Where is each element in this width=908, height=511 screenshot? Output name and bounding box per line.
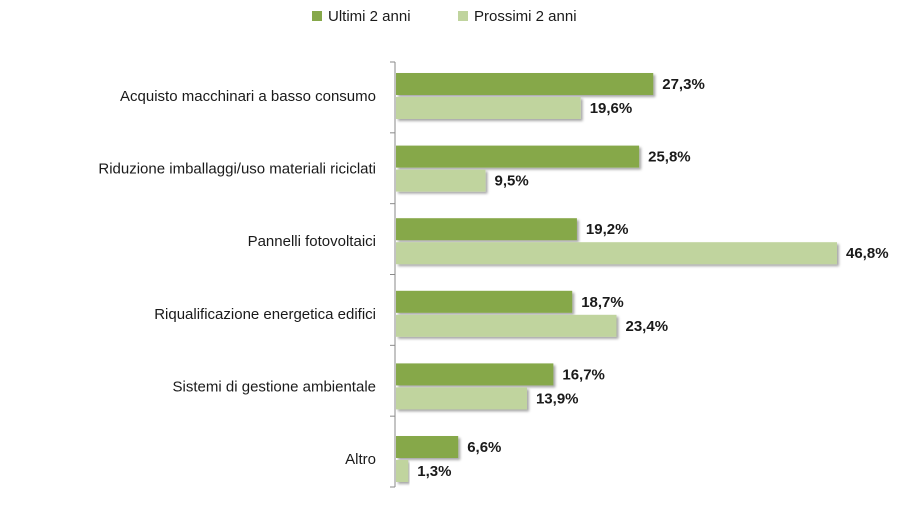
category-label-altro: Altro xyxy=(345,451,376,468)
value-label-prossimi-2-anni-riduzione-imballaggi-uso-materiali-riciclati: 9,5% xyxy=(495,173,529,190)
bars-group xyxy=(396,73,837,482)
value-label-ultimi-2-anni-pannelli-fotovoltaici: 19,2% xyxy=(586,221,629,238)
value-label-ultimi-2-anni-altro: 6,6% xyxy=(467,439,501,456)
value-label-ultimi-2-anni-riduzione-imballaggi-uso-materiali-riciclati: 25,8% xyxy=(648,149,691,166)
bar-ultimi-2-anni-riqualificazione-energetica-edifici xyxy=(396,290,573,313)
category-label-riduzione-imballaggi-uso-materiali-riciclati: Riduzione imballaggi/uso materiali ricic… xyxy=(98,161,376,178)
value-label-prossimi-2-anni-acquisto-macchinari-a-basso-consumo: 19,6% xyxy=(590,100,633,117)
value-label-prossimi-2-anni-altro: 1,3% xyxy=(417,463,451,480)
bar-prossimi-2-anni-acquisto-macchinari-a-basso-consumo xyxy=(396,97,581,119)
legend-swatch-prossimi-2-anni xyxy=(458,11,468,21)
legend-label-ultimi-2-anni: Ultimi 2 anni xyxy=(328,8,411,25)
bar-ultimi-2-anni-pannelli-fotovoltaici xyxy=(396,218,577,241)
bar-ultimi-2-anni-acquisto-macchinari-a-basso-consumo xyxy=(396,73,654,95)
legend: Ultimi 2 anni Prossimi 2 anni xyxy=(312,8,577,25)
category-axis xyxy=(390,61,396,488)
value-label-ultimi-2-anni-acquisto-macchinari-a-basso-consumo: 27,3% xyxy=(662,76,705,93)
value-label-prossimi-2-anni-riqualificazione-energetica-edifici: 23,4% xyxy=(626,318,669,335)
category-labels: Acquisto macchinari a basso consumo Riduz… xyxy=(98,88,376,468)
value-label-prossimi-2-anni-pannelli-fotovoltaici: 46,8% xyxy=(846,245,889,262)
legend-label-prossimi-2-anni: Prossimi 2 anni xyxy=(474,8,577,25)
value-label-ultimi-2-anni-riqualificazione-energetica-edifici: 18,7% xyxy=(581,294,624,311)
value-label-ultimi-2-anni-sistemi-di-gestione-ambientale: 16,7% xyxy=(562,366,605,383)
category-label-sistemi-di-gestione-ambientale: Sistemi di gestione ambientale xyxy=(173,378,376,395)
value-labels: 27,3% 19,6% 25,8% 9,5% 19,2% 46,8% 18,7%23,4% 1… xyxy=(417,76,888,480)
bar-prossimi-2-anni-pannelli-fotovoltaici xyxy=(396,242,837,265)
bar-prossimi-2-anni-sistemi-di-gestione-ambientale xyxy=(396,387,527,410)
legend-swatch-ultimi-2-anni xyxy=(312,11,322,21)
value-label-prossimi-2-anni-sistemi-di-gestione-ambientale: 13,9% xyxy=(536,390,579,407)
bar-ultimi-2-anni-riduzione-imballaggi-uso-materiali-riciclati xyxy=(396,145,640,168)
bar-prossimi-2-anni-riqualificazione-energetica-edifici xyxy=(396,314,617,337)
bar-prossimi-2-anni-riduzione-imballaggi-uso-materiali-riciclati xyxy=(396,169,486,192)
category-label-riqualificazione-energetica-edifici: Riqualificazione energetica edifici xyxy=(154,306,376,323)
bar-ultimi-2-anni-sistemi-di-gestione-ambientale xyxy=(396,363,554,386)
bar-prossimi-2-anni-altro xyxy=(396,460,409,482)
category-label-pannelli-fotovoltaici: Pannelli fotovoltaici xyxy=(248,233,376,250)
category-label-acquisto-macchinari-a-basso-consumo: Acquisto macchinari a basso consumo xyxy=(120,88,376,105)
bar-ultimi-2-anni-altro xyxy=(396,436,459,458)
